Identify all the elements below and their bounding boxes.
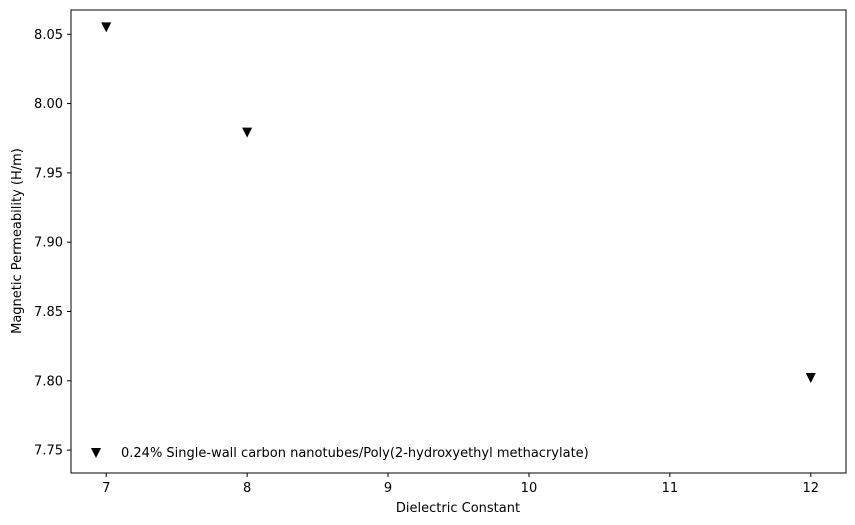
y-axis-ticks: 7.75 7.80 7.85 7.90 7.95 8.00 8.05 xyxy=(34,28,71,459)
x-axis-label: Dielectric Constant xyxy=(396,501,520,516)
legend: 0.24% Single-wall carbon nanotubes/Poly(… xyxy=(91,446,589,461)
legend-marker-triangle-down xyxy=(91,448,101,458)
y-tick-label: 7.80 xyxy=(34,374,63,389)
x-axis-ticks: 7 8 9 10 11 12 xyxy=(102,473,819,496)
x-tick-label: 9 xyxy=(384,481,392,496)
data-point xyxy=(805,373,816,384)
x-tick-label: 11 xyxy=(662,481,679,496)
data-point xyxy=(242,127,253,138)
x-tick-label: 8 xyxy=(243,481,251,496)
y-tick-label: 7.75 xyxy=(34,444,63,459)
y-tick-label: 7.85 xyxy=(34,305,63,320)
data-point xyxy=(101,22,112,33)
data-points xyxy=(101,22,816,384)
y-tick-label: 8.05 xyxy=(34,28,63,43)
y-tick-label: 7.95 xyxy=(34,166,63,181)
y-tick-label: 7.90 xyxy=(34,236,63,251)
x-tick-label: 10 xyxy=(521,481,538,496)
legend-label: 0.24% Single-wall carbon nanotubes/Poly(… xyxy=(121,446,589,461)
x-tick-label: 7 xyxy=(102,481,110,496)
y-tick-label: 8.00 xyxy=(34,97,63,112)
y-axis-label: Magnetic Permeability (H/m) xyxy=(10,148,25,334)
plot-area xyxy=(70,9,847,474)
x-tick-label: 12 xyxy=(802,481,819,496)
